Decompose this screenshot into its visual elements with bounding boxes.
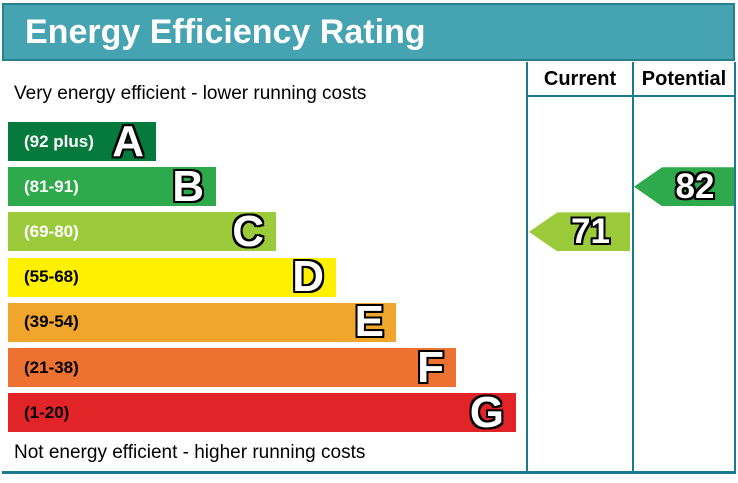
band-C: (69-80) C [8, 206, 276, 256]
band-letter: B [172, 161, 204, 211]
band-B: (81-91) B [8, 161, 216, 211]
band-range-label: (92 plus) [24, 131, 94, 151]
current-column-header: Current [543, 67, 617, 90]
band-range-label: (39-54) [24, 312, 79, 332]
current-rating-arrow-value: 71 [571, 211, 610, 251]
band-F: (21-38) F [8, 342, 456, 392]
current-rating-arrow: 71 [529, 211, 630, 252]
title-bar: Energy Efficiency Rating [2, 3, 735, 61]
band-E: (39-54) E [8, 297, 396, 347]
bottom-caption: Not energy efficient - higher running co… [14, 442, 366, 463]
band-G: (1-20) G [8, 387, 516, 437]
table-line-middle [632, 62, 634, 473]
band-range-label: (55-68) [24, 267, 79, 287]
potential-column-header: Potential [641, 67, 727, 90]
table-bottom-border [2, 471, 736, 474]
rating-bands: (92 plus) A (81-91) B (69-80) C (55-68) D (39-54… [8, 116, 530, 437]
potential-rating-arrow-value: 82 [675, 166, 715, 206]
band-range-label: (69-80) [24, 221, 79, 241]
band-range-label: (81-91) [24, 176, 79, 196]
table-header-separator [526, 95, 736, 97]
band-letter: A [112, 116, 144, 166]
band-range-label: (1-20) [24, 402, 70, 422]
table-line-right [734, 62, 736, 473]
band-range-label: (21-38) [24, 357, 79, 377]
band-letter: C [232, 206, 264, 256]
band-D: (55-68) D [8, 252, 336, 302]
band-letter: D [292, 252, 324, 302]
band-letter: F [417, 342, 444, 392]
table-line-left [526, 62, 528, 473]
page-title: Energy Efficiency Rating [25, 12, 426, 51]
top-caption: Very energy efficient - lower running co… [14, 83, 367, 104]
band-letter: E [354, 297, 384, 347]
band-A: (92 plus) A [8, 116, 156, 166]
band-letter: G [469, 387, 504, 437]
potential-rating-arrow: 82 [634, 166, 734, 207]
